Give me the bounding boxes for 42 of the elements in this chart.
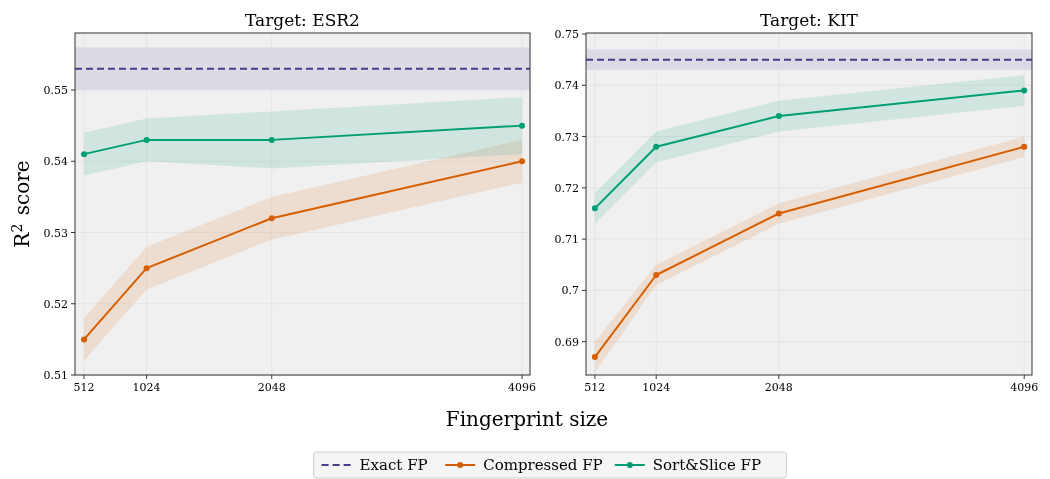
point <box>143 265 150 272</box>
x-tick-label: 512 <box>584 381 606 394</box>
y-tick-label: 0.7 <box>561 284 579 298</box>
y-tick-label: 0.73 <box>554 130 579 144</box>
point <box>775 113 782 120</box>
point <box>1021 143 1028 150</box>
x-axis-title: Fingerprint size <box>445 407 609 431</box>
y-tick-label: 0.74 <box>554 79 579 93</box>
y-tick-label: 0.71 <box>554 233 579 247</box>
x-tick-label: 1024 <box>132 381 161 394</box>
y-tick-label: 0.69 <box>554 335 579 349</box>
chart-title: Target: ESR2 <box>245 10 360 30</box>
x-tick-label: 2048 <box>257 381 286 394</box>
x-tick-label: 4096 <box>1010 381 1039 394</box>
legend-label: Compressed FP <box>483 456 603 474</box>
point <box>268 215 275 222</box>
y-tick-label: 0.51 <box>43 369 68 382</box>
legend-label: Exact FP <box>359 456 428 474</box>
point <box>775 210 782 217</box>
y-tick-label: 0.52 <box>43 297 68 311</box>
point <box>653 143 660 150</box>
point <box>81 336 88 343</box>
x-tick-label: 2048 <box>764 381 793 394</box>
x-tick-label: 1024 <box>642 381 671 394</box>
point <box>653 272 660 279</box>
legend-label: Sort&Slice FP <box>652 456 762 474</box>
point <box>1021 87 1028 94</box>
chart-title: Target: KIT <box>760 10 859 30</box>
point <box>591 205 598 212</box>
x-tick-label: 4096 <box>508 381 537 394</box>
point <box>143 136 150 143</box>
x-tick-label: 512 <box>73 381 95 394</box>
y-tick-label: 0.55 <box>43 84 68 97</box>
y-tick-label: 0.54 <box>43 155 68 169</box>
point <box>591 354 598 361</box>
y-tick-label: 0.72 <box>554 181 579 195</box>
point <box>519 122 526 129</box>
point <box>268 136 275 143</box>
point <box>519 158 526 165</box>
y-tick-label: 0.75 <box>554 28 579 42</box>
point <box>81 151 88 158</box>
y-tick-label: 0.53 <box>43 226 68 240</box>
